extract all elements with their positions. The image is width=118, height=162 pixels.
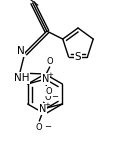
- Text: +: +: [44, 102, 50, 108]
- Text: −: −: [44, 122, 51, 132]
- Text: +: +: [48, 72, 54, 78]
- Text: S: S: [75, 52, 81, 62]
- Text: O: O: [46, 57, 53, 65]
- Text: N: N: [17, 46, 25, 56]
- Text: O: O: [45, 87, 52, 96]
- Text: O: O: [35, 122, 42, 132]
- Text: O: O: [44, 93, 51, 102]
- Text: NH: NH: [14, 73, 30, 83]
- Text: N: N: [39, 104, 46, 114]
- Text: N: N: [42, 74, 49, 84]
- Text: −: −: [51, 93, 58, 102]
